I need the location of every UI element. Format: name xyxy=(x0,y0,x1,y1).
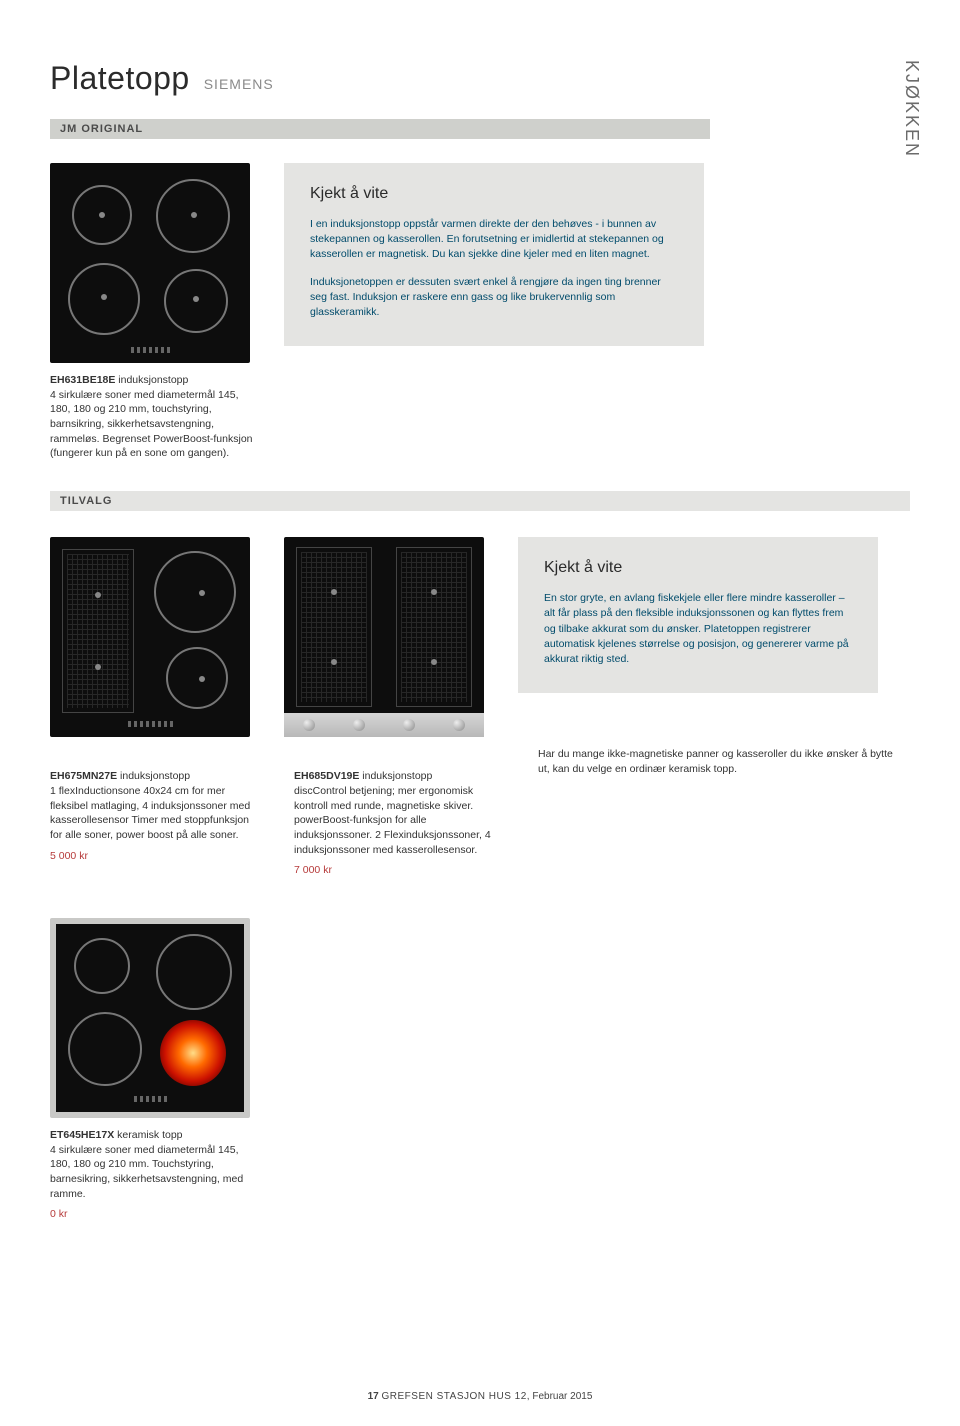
brand-label: SIEMENS xyxy=(204,76,274,92)
product-image-et645 xyxy=(50,918,250,1118)
product-desc-eh631: EH631BE18E induksjonstopp 4 sirkulære so… xyxy=(50,373,260,461)
desc-eh675: 1 flexInductionsone 40x24 cm for mer fle… xyxy=(50,785,250,841)
model-eh685: EH685DV19E xyxy=(294,770,359,782)
product-desc-eh675: EH675MN27E induksjonstopp 1 flexInductio… xyxy=(50,769,260,863)
info-box-2: Kjekt å vite En stor gryte, en avlang fi… xyxy=(518,537,878,693)
page-title: Platetopp xyxy=(50,60,190,97)
model-eh675: EH675MN27E xyxy=(50,770,117,782)
info-box-1-p1: I en induksjonstopp oppstår varmen direk… xyxy=(310,217,678,263)
tilvalg-bar-label: TILVALG xyxy=(60,495,112,507)
original-bar-label: JM ORIGINAL xyxy=(60,123,143,135)
product-desc-et645: ET645HE17X keramisk topp 4 sirkulære son… xyxy=(50,1128,260,1222)
model-eh631: EH631BE18E xyxy=(50,374,115,386)
info-box-2-title: Kjekt å vite xyxy=(544,559,852,577)
product-image-eh631 xyxy=(50,163,250,363)
original-bar: JM ORIGINAL xyxy=(50,119,710,139)
type-eh685: induksjonstopp xyxy=(362,770,432,782)
section-tab: KJØKKEN xyxy=(901,60,922,158)
product-image-eh675 xyxy=(50,537,250,737)
page-number: 17 xyxy=(368,1391,379,1402)
page-footer: 17 GREFSEN STASJON HUS 12, Februar 2015 xyxy=(0,1391,960,1402)
model-et645: ET645HE17X xyxy=(50,1129,114,1141)
product-image-eh685 xyxy=(284,537,484,737)
footer-location: GREFSEN STASJON HUS 12 xyxy=(382,1391,527,1402)
type-eh675: induksjonstopp xyxy=(120,770,190,782)
info-box-1-p2: Induksjonetoppen er dessuten svært enkel… xyxy=(310,275,678,321)
price-et645: 0 kr xyxy=(50,1207,260,1222)
info-box-1-title: Kjekt å vite xyxy=(310,185,678,203)
tilvalg-bar: TILVALG xyxy=(50,491,910,511)
info-box-1: Kjekt å vite I en induksjonstopp oppstår… xyxy=(284,163,704,346)
type-et645: keramisk topp xyxy=(117,1129,182,1141)
desc-et645: 4 sirkulære soner med diametermål 145, 1… xyxy=(50,1144,243,1200)
price-eh685: 7 000 kr xyxy=(294,863,504,878)
footer-date: Februar 2015 xyxy=(532,1391,592,1402)
info-box-2-p1: En stor gryte, en avlang fiskekjele elle… xyxy=(544,591,852,667)
extra-note: Har du mange ikke-magnetiske panner og k… xyxy=(538,747,898,776)
desc-eh631: 4 sirkulære soner med diametermål 145, 1… xyxy=(50,389,253,460)
desc-eh685: discControl betjening; mer ergonomisk ko… xyxy=(294,785,491,856)
product-desc-eh685: EH685DV19E induksjonstopp discControl be… xyxy=(294,769,504,878)
price-eh675: 5 000 kr xyxy=(50,849,260,864)
